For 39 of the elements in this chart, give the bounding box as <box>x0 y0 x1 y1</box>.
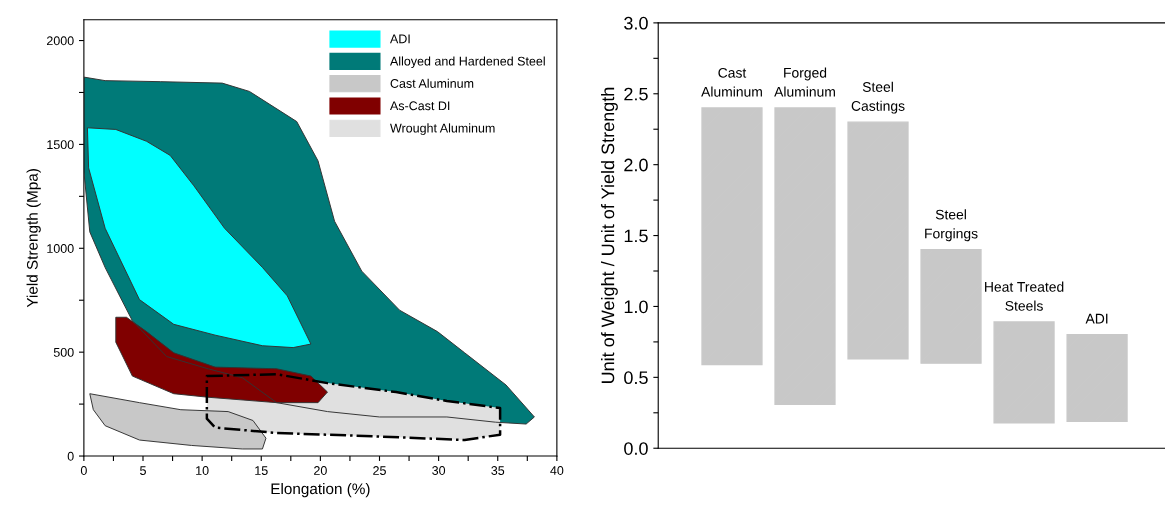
x-tick-label: 0 <box>80 466 87 475</box>
legend-label: As-Cast DI <box>389 101 450 111</box>
bar <box>1066 334 1128 422</box>
y-tick-label: 500 <box>53 347 74 357</box>
x-tick-label: 30 <box>432 466 446 475</box>
x-tick-label: Steel Castings <box>851 81 905 114</box>
bar <box>993 321 1055 424</box>
bar <box>774 107 836 405</box>
y-tick-label: 0.0 <box>624 442 648 455</box>
y-tick-label: 1.0 <box>624 300 648 314</box>
x-tick-label: Heat Treated Steels <box>985 281 1064 311</box>
legend-label: ADI <box>389 34 410 44</box>
y-axis-title: Unit of Weight / Unit of Yield Strength <box>601 87 618 384</box>
y-tick-label: 2.0 <box>624 158 648 172</box>
x-tick-label: 15 <box>255 466 268 475</box>
x-tick-label: 35 <box>491 466 505 475</box>
bar <box>920 249 982 364</box>
bar <box>701 107 763 366</box>
y-tick-label: 0 <box>67 451 74 461</box>
y-axis-title: Yield Strength (Mpa) <box>26 169 41 308</box>
y-tick-label: 2000 <box>46 36 74 46</box>
y-tick-label: 0.5 <box>624 371 648 385</box>
x-tick-label: Cast Aluminum <box>701 67 762 97</box>
y-tick-label: 2.5 <box>624 87 648 101</box>
x-tick-label: 25 <box>373 466 386 475</box>
legend-label: Alloyed and Hardened Steel <box>389 56 545 69</box>
x-tick-label: Forged Aluminum <box>774 67 835 97</box>
x-tick-label: 5 <box>140 466 146 475</box>
y-tick-label: 1.5 <box>624 229 648 243</box>
x-tick-label: Steel Forgings <box>925 209 978 242</box>
x-axis-title: Elongation (%) <box>271 482 370 498</box>
bar <box>847 121 909 360</box>
y-tick-label: 3.0 <box>624 16 648 30</box>
legend-label: Wrought Aluminum <box>390 123 495 135</box>
x-tick-label: 10 <box>196 466 209 475</box>
y-tick-label: 1500 <box>47 140 74 150</box>
x-tick-label: 20 <box>314 466 327 475</box>
x-tick-label: 40 <box>550 466 564 475</box>
y-tick-label: 1000 <box>47 244 74 253</box>
